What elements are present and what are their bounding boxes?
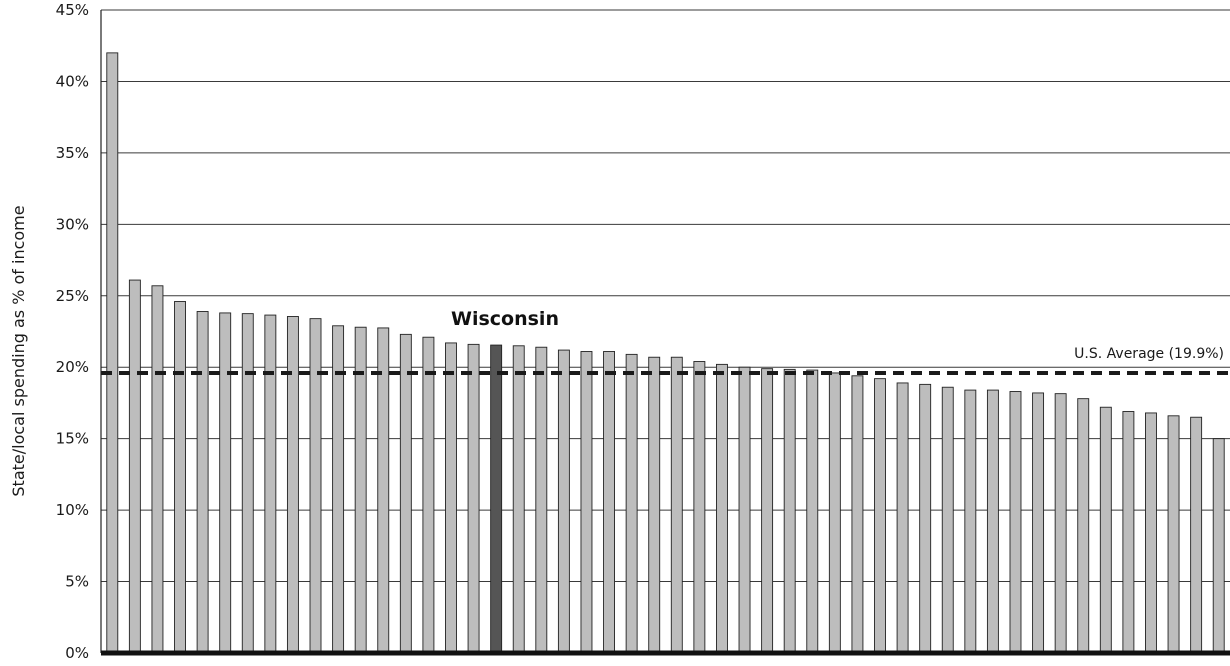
bar-2 [151,285,164,654]
bar-9 [309,318,322,654]
bar-8 [286,316,299,654]
bar-42 [1054,393,1067,654]
bar-39 [986,389,999,654]
bar-24 [648,356,661,654]
bar-22 [603,351,615,654]
bar-7 [264,314,277,654]
bar-38 [964,389,977,654]
bar-32 [828,372,841,654]
bars [106,52,1225,654]
y-tick-label-25: 25% [56,287,89,305]
bar-27 [716,363,728,654]
bar-35 [896,382,909,654]
bar-12 [377,327,390,654]
bar-14 [422,336,435,654]
y-tick-label-15: 15% [56,430,89,448]
bar-15 [445,342,457,654]
bar-wisconsin [490,344,503,654]
bar-30 [783,368,796,654]
bar-4 [196,311,209,654]
bar-16 [467,343,480,654]
bar-21 [580,351,593,654]
y-tick-label-30: 30% [56,215,89,233]
bar-33 [851,375,864,654]
y-tick-label-5: 5% [65,573,89,591]
bar-23 [625,353,638,654]
y-axis: 0% 5% 10% 15% 20% 25% 30% 35% 40% 45% [56,1,1230,662]
bar-6 [241,313,254,654]
y-tick-label-20: 20% [56,358,89,376]
y-axis-label: State/local spending as % of income [9,205,28,496]
bar-0 [106,52,119,654]
bar-11 [354,326,367,654]
bar-19 [535,346,548,654]
us-average-label: U.S. Average (19.9%) [1074,346,1224,362]
bar-1 [128,279,141,654]
bar-41 [1032,392,1045,654]
bar-49 [1212,438,1225,654]
bar-36 [919,383,932,654]
bar-26 [693,361,706,654]
bar-34 [874,378,886,654]
y-tick-label-45: 45% [56,1,89,19]
bar-47 [1167,415,1180,654]
bar-18 [512,345,525,654]
bar-40 [1009,391,1022,654]
bar-13 [399,333,412,654]
bar-31 [806,369,819,654]
bar-25 [670,356,683,654]
y-tick-label-10: 10% [56,501,89,519]
bar-37 [941,386,954,654]
wisconsin-callout: Wisconsin [451,308,559,330]
y-tick-label-35: 35% [56,144,89,162]
bar-20 [557,349,570,654]
y-tick-label-40: 40% [56,72,89,90]
bar-45 [1122,411,1135,654]
bar-29 [761,368,774,654]
bar-28 [738,366,751,654]
bar-5 [219,312,232,654]
bar-44 [1099,406,1112,654]
y-tick-label-0: 0% [65,644,89,662]
bar-48 [1190,416,1203,654]
bar-46 [1145,412,1157,654]
bar-3 [174,301,186,654]
bar-43 [1077,398,1090,654]
